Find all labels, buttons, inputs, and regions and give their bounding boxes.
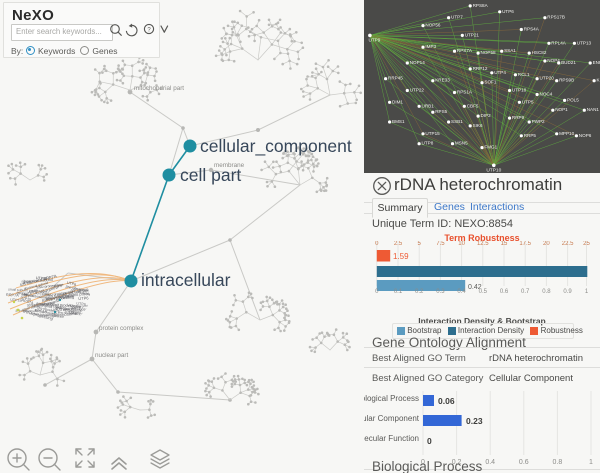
svg-text:UTP5: UTP5 <box>522 99 534 104</box>
svg-text:7.5: 7.5 <box>436 241 445 247</box>
svg-text:12.5: 12.5 <box>477 241 489 247</box>
svg-text:RRP12: RRP12 <box>473 66 488 71</box>
svg-text:0.4: 0.4 <box>485 459 495 466</box>
svg-text:0.3: 0.3 <box>436 289 445 293</box>
svg-text:protein complex: protein complex <box>99 325 144 332</box>
svg-text:0.7: 0.7 <box>521 289 530 293</box>
svg-text:RRP45: RRP45 <box>388 76 403 81</box>
svg-text:Molecular Function: Molecular Function <box>364 434 419 443</box>
svg-text:CBF5: CBF5 <box>467 103 479 108</box>
svg-text:15: 15 <box>501 241 508 247</box>
svg-text:0.8: 0.8 <box>553 459 563 466</box>
svg-text:MSN5: MSN5 <box>455 141 468 146</box>
svg-text:1.59: 1.59 <box>393 252 409 261</box>
svg-text:1: 1 <box>589 459 593 466</box>
svg-text:NOP4: NOP4 <box>547 58 560 63</box>
svg-text:RPS9B: RPS9B <box>559 78 574 83</box>
svg-text:RRP7A: RRP7A <box>6 292 20 298</box>
svg-text:NOP1: NOP1 <box>555 107 568 112</box>
svg-text:UTP13: UTP13 <box>577 40 592 45</box>
svg-text:UTP21: UTP21 <box>465 32 480 37</box>
svg-text:0.4: 0.4 <box>457 289 466 293</box>
svg-text:NOP56: NOP56 <box>425 23 441 28</box>
svg-text:0.1: 0.1 <box>394 289 403 293</box>
svg-text:cellular_component: cellular_component <box>200 136 352 157</box>
svg-text:0: 0 <box>375 241 379 247</box>
svg-text:0.9: 0.9 <box>563 289 572 293</box>
svg-text:cell part: cell part <box>180 165 241 185</box>
svg-text:0.06: 0.06 <box>438 396 455 406</box>
svg-text:RRP5: RRP5 <box>524 133 537 138</box>
svg-text:SSB1: SSB1 <box>451 119 463 124</box>
svg-text:KR: KR <box>597 78 600 83</box>
svg-text:20: 20 <box>543 241 550 247</box>
svg-text:SOF1: SOF1 <box>484 80 496 85</box>
svg-text:RPS17B: RPS17B <box>547 15 565 20</box>
svg-text:NOP14: NOP14 <box>410 60 426 65</box>
svg-text:UTP4: UTP4 <box>494 70 506 75</box>
svg-text:URB1: URB1 <box>422 103 435 108</box>
svg-text:UTP18: UTP18 <box>512 88 527 93</box>
svg-text:FMG1: FMG1 <box>484 145 497 150</box>
svg-text:1: 1 <box>585 289 589 293</box>
svg-text:0.2: 0.2 <box>415 289 424 293</box>
svg-text:UTP20: UTP20 <box>540 76 555 81</box>
svg-text:0.5: 0.5 <box>479 289 488 293</box>
svg-text:SSA1: SSA1 <box>504 48 516 53</box>
svg-text:2.5: 2.5 <box>394 241 403 247</box>
svg-text:nuclear part: nuclear part <box>95 352 129 359</box>
svg-text:PWP2: PWP2 <box>532 119 545 124</box>
svg-text:0.6: 0.6 <box>500 289 509 293</box>
svg-text:NOP58: NOP58 <box>481 50 497 55</box>
svg-text:0.23: 0.23 <box>466 416 483 426</box>
svg-text:NAN1: NAN1 <box>587 107 600 112</box>
svg-text:DIP2: DIP2 <box>481 113 492 118</box>
svg-text:RPS8A: RPS8A <box>473 3 489 8</box>
svg-text:Biological Process: Biological Process <box>364 394 419 403</box>
svg-text:BMS1: BMS1 <box>392 119 405 124</box>
svg-text:RPS5: RPS5 <box>435 109 447 114</box>
svg-text:UTP7: UTP7 <box>451 15 463 20</box>
svg-text:RPL4A: RPL4A <box>551 40 566 45</box>
svg-text:intracellular: intracellular <box>141 270 231 290</box>
svg-text:RCL1: RCL1 <box>518 72 530 77</box>
svg-text:BUD21: BUD21 <box>561 60 576 65</box>
svg-text:25: 25 <box>583 241 590 247</box>
svg-text:NOP6: NOP6 <box>579 133 592 138</box>
svg-text:5: 5 <box>418 241 422 247</box>
svg-text:DIM1: DIM1 <box>392 99 403 104</box>
svg-text:KRE33: KRE33 <box>435 78 450 83</box>
svg-text:ENP1: ENP1 <box>593 60 600 65</box>
svg-text:22.5: 22.5 <box>562 241 574 247</box>
svg-text:10: 10 <box>458 241 465 247</box>
svg-text:0: 0 <box>427 436 432 446</box>
svg-text:RPS1A: RPS1A <box>457 90 473 95</box>
svg-text:RPS7A: RPS7A <box>457 48 473 53</box>
svg-text:UTP8: UTP8 <box>422 141 434 146</box>
svg-text:UTP9: UTP9 <box>369 38 381 43</box>
svg-text:IMP3: IMP3 <box>425 44 436 49</box>
svg-text:RRP9: RRP9 <box>512 115 525 120</box>
svg-text:NOC4: NOC4 <box>540 92 553 97</box>
svg-text:0.6: 0.6 <box>519 459 529 466</box>
svg-text:0.8: 0.8 <box>542 289 551 293</box>
svg-text:UTP22: UTP22 <box>410 88 425 93</box>
svg-text:HSC82: HSC82 <box>532 50 547 55</box>
svg-text:POL5: POL5 <box>567 97 579 102</box>
svg-text:17.5: 17.5 <box>519 241 531 247</box>
svg-text:RPS4A: RPS4A <box>524 27 540 32</box>
svg-text:MPP10: MPP10 <box>559 131 575 136</box>
svg-text:SIK6: SIK6 <box>473 123 483 128</box>
svg-text:UTP15: UTP15 <box>425 131 440 136</box>
svg-text:UTP6: UTP6 <box>502 9 514 14</box>
svg-text:mitochondrial part: mitochondrial part <box>134 85 184 92</box>
svg-text:Cellular Component: Cellular Component <box>364 414 420 423</box>
